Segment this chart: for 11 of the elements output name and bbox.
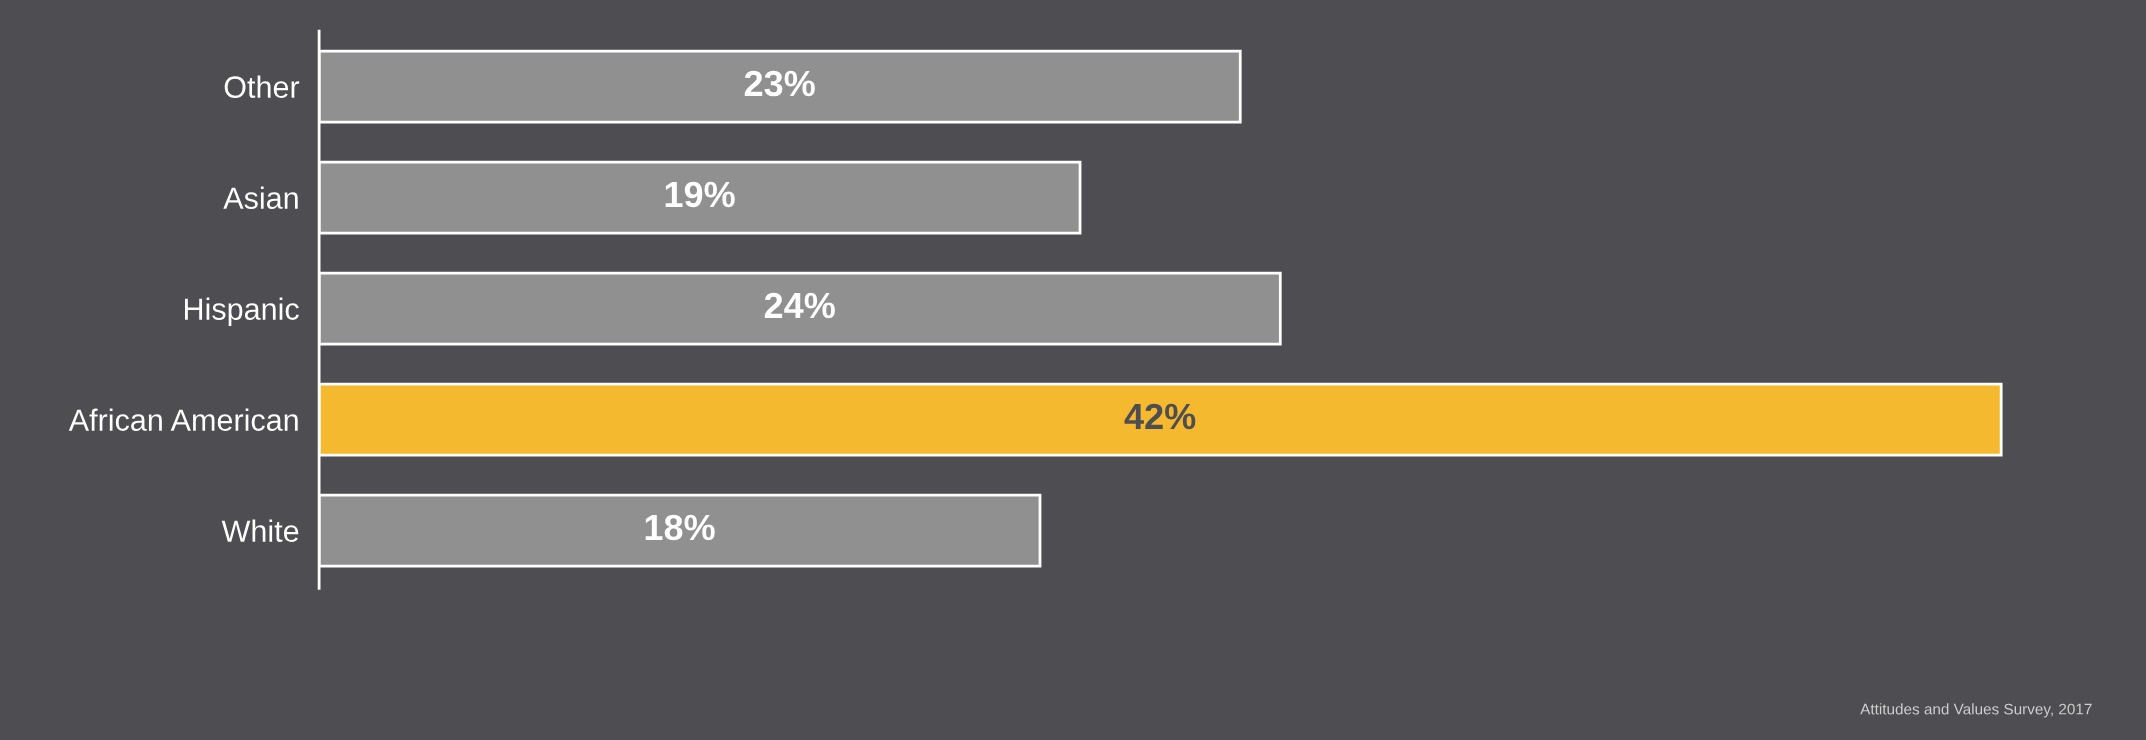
data-label: 24%: [764, 292, 835, 319]
data-label: 18%: [645, 514, 715, 541]
y-tick-label: Asian: [223, 186, 298, 209]
y-tick-label: Other: [224, 75, 300, 98]
text: Attitudes and Values Survey, 2017: [1860, 703, 2092, 718]
data-label: 19%: [665, 181, 735, 208]
data-label: 42%: [1124, 403, 1196, 430]
data-label: 23%: [744, 70, 815, 97]
y-tick-label: African American: [68, 408, 298, 431]
y-tick-label: White: [221, 519, 299, 542]
y-tick-label: Hispanic: [185, 297, 299, 326]
